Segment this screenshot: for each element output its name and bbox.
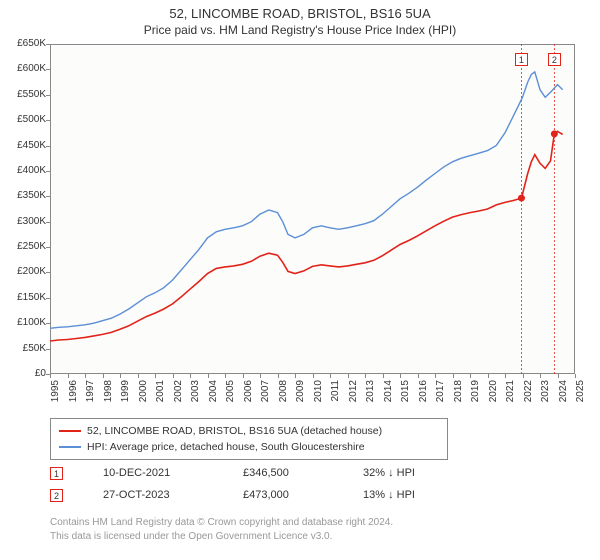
legend-item: HPI: Average price, detached house, Sout…: [59, 439, 439, 455]
x-tick-label: 2004: [208, 380, 219, 420]
x-tick-label: 2010: [313, 380, 324, 420]
x-tick-label: 2008: [278, 380, 289, 420]
legend: 52, LINCOMBE ROAD, BRISTOL, BS16 5UA (de…: [50, 418, 448, 460]
x-tick-label: 1995: [50, 380, 61, 420]
footer-attribution: Contains HM Land Registry data © Crown c…: [50, 516, 393, 543]
y-tick-label: £400K: [8, 165, 46, 176]
x-tick-label: 2024: [558, 380, 569, 420]
x-tick-label: 2002: [173, 380, 184, 420]
x-tick-label: 2000: [138, 380, 149, 420]
y-tick-label: £200K: [8, 266, 46, 277]
x-tick-label: 2007: [260, 380, 271, 420]
x-tick-label: 2012: [348, 380, 359, 420]
sale-vs-hpi: 32% ↓ HPI: [363, 467, 415, 479]
sale-marker-badge: 1: [515, 53, 528, 66]
y-tick-label: £250K: [8, 241, 46, 252]
sale-price: £473,000: [243, 489, 323, 501]
legend-swatch: [59, 446, 81, 448]
x-tick-label: 2022: [523, 380, 534, 420]
y-tick-label: £650K: [8, 38, 46, 49]
x-tick-label: 2003: [190, 380, 201, 420]
footer-line2: This data is licensed under the Open Gov…: [50, 530, 393, 544]
x-tick-label: 2015: [400, 380, 411, 420]
sales-table: 1 10-DEC-2021 £346,500 32% ↓ HPI 2 27-OCT-202…: [50, 462, 415, 506]
x-tick-label: 2005: [225, 380, 236, 420]
sale-marker-dot: [551, 130, 558, 137]
x-tick-label: 2011: [330, 380, 341, 420]
x-tick-label: 2001: [155, 380, 166, 420]
sale-marker-dot: [518, 195, 525, 202]
legend-swatch: [59, 430, 81, 432]
x-tick-label: 2014: [383, 380, 394, 420]
sale-date: 10-DEC-2021: [103, 467, 203, 479]
y-tick-label: £450K: [8, 140, 46, 151]
y-tick-label: £600K: [8, 63, 46, 74]
y-tick-label: £150K: [8, 292, 46, 303]
sale-row: 2 27-OCT-2023 £473,000 13% ↓ HPI: [50, 484, 415, 506]
legend-item: 52, LINCOMBE ROAD, BRISTOL, BS16 5UA (de…: [59, 423, 439, 439]
x-tick-label: 1999: [120, 380, 131, 420]
x-tick-label: 2006: [243, 380, 254, 420]
y-tick-label: £500K: [8, 114, 46, 125]
footer-line1: Contains HM Land Registry data © Crown c…: [50, 516, 393, 530]
x-tick-label: 2023: [540, 380, 551, 420]
y-tick-label: £300K: [8, 216, 46, 227]
x-tick-label: 2013: [365, 380, 376, 420]
sale-date: 27-OCT-2023: [103, 489, 203, 501]
sale-row: 1 10-DEC-2021 £346,500 32% ↓ HPI: [50, 462, 415, 484]
y-tick-label: £350K: [8, 190, 46, 201]
x-tick-label: 2018: [453, 380, 464, 420]
x-tick-label: 2021: [505, 380, 516, 420]
y-tick-label: £550K: [8, 89, 46, 100]
x-tick-label: 1997: [85, 380, 96, 420]
x-tick-label: 2016: [418, 380, 429, 420]
legend-label: 52, LINCOMBE ROAD, BRISTOL, BS16 5UA (de…: [87, 425, 382, 437]
x-tick-label: 2009: [295, 380, 306, 420]
x-tick-label: 1998: [103, 380, 114, 420]
sale-row-badge: 2: [50, 489, 63, 502]
x-tick-label: 2020: [488, 380, 499, 420]
y-tick-label: £0: [8, 368, 46, 379]
x-tick-label: 2025: [575, 380, 586, 420]
y-tick-label: £100K: [8, 317, 46, 328]
x-tick-label: 2019: [470, 380, 481, 420]
sale-marker-badge: 2: [548, 53, 561, 66]
sale-row-badge: 1: [50, 467, 63, 480]
sale-price: £346,500: [243, 467, 323, 479]
x-tick-label: 1996: [68, 380, 79, 420]
x-tick-label: 2017: [435, 380, 446, 420]
series-hpi: [50, 72, 563, 328]
legend-label: HPI: Average price, detached house, Sout…: [87, 441, 365, 453]
sale-vs-hpi: 13% ↓ HPI: [363, 489, 415, 501]
y-tick-label: £50K: [8, 343, 46, 354]
